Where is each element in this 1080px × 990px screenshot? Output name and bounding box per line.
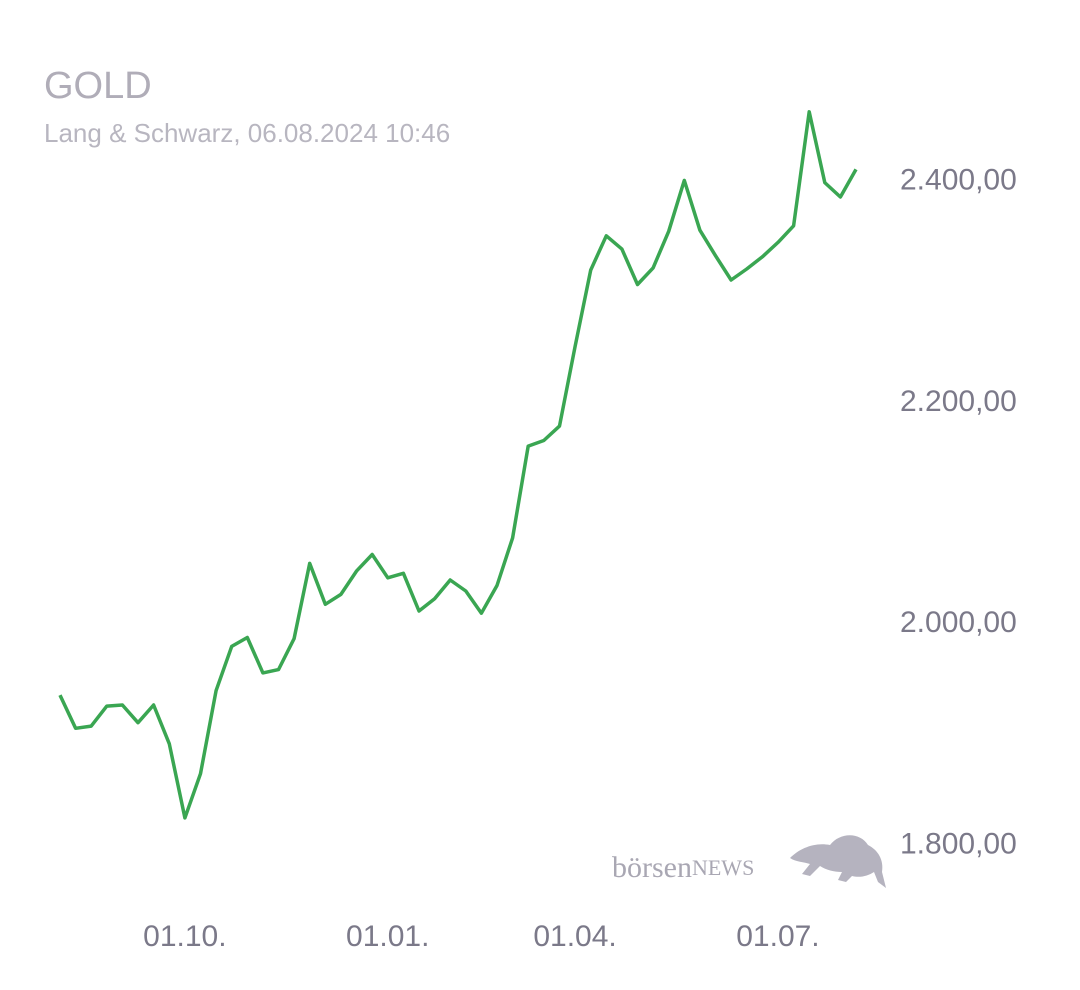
y-tick-label: 2.200,00 xyxy=(900,385,1017,418)
y-tick-label: 2.000,00 xyxy=(900,606,1017,639)
x-tick-label: 01.04. xyxy=(533,920,616,953)
x-tick-label: 01.10. xyxy=(143,920,226,953)
logo-text: börsenNEWS xyxy=(612,851,754,884)
chart-title: GOLD xyxy=(44,65,152,107)
logo-part: NEWS xyxy=(692,855,754,880)
chart-subtitle: Lang & Schwarz, 06.08.2024 10:46 xyxy=(44,118,450,148)
y-tick-label: 2.400,00 xyxy=(900,163,1017,196)
logo-bull xyxy=(790,835,886,888)
x-tick-label: 01.01. xyxy=(346,920,429,953)
x-tick-label: 01.07. xyxy=(736,920,819,953)
price-line xyxy=(58,110,858,820)
y-tick-label: 1.800,00 xyxy=(900,828,1017,861)
logo: börsenNEWS xyxy=(612,835,886,888)
logo-part: börsen xyxy=(612,851,692,884)
